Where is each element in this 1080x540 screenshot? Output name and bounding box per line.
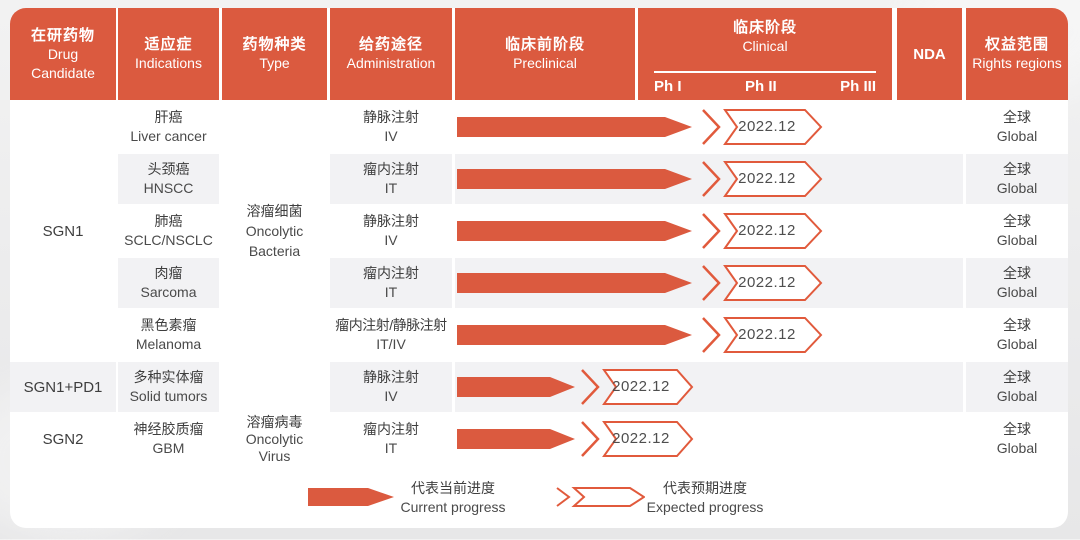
expected-chevron-icon	[702, 213, 721, 249]
phase-ph2: Ph II	[745, 78, 777, 95]
admin-cell: 静脉注射 IV	[363, 213, 419, 248]
expected-progress-banner	[723, 161, 823, 197]
expected-chevron-icon	[702, 109, 721, 145]
expected-chevron-icon	[702, 317, 721, 353]
drug-cell-sgn2: SGN2	[42, 430, 84, 448]
progress-track: 2022.12	[455, 310, 963, 360]
expected-chevron-icon	[581, 421, 600, 457]
header-type: 药物种类 Type	[222, 8, 327, 100]
legend-expected-progress-label: 代表预期进度 Expected progress	[646, 480, 764, 515]
expected-chevron-icon	[581, 369, 600, 405]
expected-progress-banner	[602, 421, 694, 457]
current-progress-arrow	[457, 325, 692, 345]
indication-cell: 神经胶质瘤 GBM	[133, 421, 204, 456]
expected-progress-banner	[723, 317, 823, 353]
expected-progress-banner	[602, 369, 694, 405]
admin-cell: 瘤内注射 IT	[330, 258, 452, 308]
progress-track: 2022.12	[455, 154, 963, 204]
expected-progress-banner	[723, 213, 823, 249]
phase-ph3: Ph III	[840, 78, 876, 95]
current-progress-arrow	[457, 429, 575, 449]
current-progress-arrow	[457, 273, 692, 293]
current-progress-arrow	[457, 117, 692, 137]
expected-date-label: 2022.12	[612, 378, 670, 395]
header-drug-en1: Drug	[47, 45, 79, 62]
drug-cell-sgn1-pd1: SGN1+PD1	[10, 362, 116, 412]
header-drug-en2: Candidate	[31, 64, 95, 81]
admin-cell: 瘤内注射 IT	[363, 421, 419, 456]
expected-progress-banner	[723, 109, 823, 145]
indication-cell: 多种实体瘤 Solid tumors	[118, 362, 219, 412]
progress-track: 2022.12	[455, 362, 963, 412]
header-drug-candidate: 在研药物 Drug Candidate	[10, 8, 116, 100]
expected-chevron-icon	[702, 161, 721, 197]
rights-cell: 全球 Global	[966, 258, 1068, 308]
current-progress-arrow	[457, 169, 692, 189]
progress-track: 2022.12	[455, 414, 963, 464]
indication-cell: 头颈癌 HNSCC	[118, 154, 219, 204]
legend-expected-progress-icon	[556, 487, 645, 507]
progress-track: 2022.12	[455, 102, 963, 152]
expected-date-label: 2022.12	[612, 430, 670, 447]
type-cell-oncolytic-virus: 溶瘤病毒 Oncolytic Virus	[245, 413, 304, 464]
expected-date-label: 2022.12	[738, 326, 796, 343]
header-preclinical: 临床前阶段 Preclinical	[455, 8, 635, 100]
admin-cell: 静脉注射 IV	[363, 109, 419, 144]
header-rights-regions: 权益范围 Rights regions	[966, 8, 1068, 100]
header-administration: 给药途径 Administration	[330, 8, 452, 100]
header-drug-zh: 在研药物	[30, 26, 95, 44]
expected-date-label: 2022.12	[738, 118, 796, 135]
current-progress-arrow	[457, 221, 692, 241]
type-cell-oncolytic-bacteria: 溶瘤细菌 Oncolytic Bacteria	[245, 203, 304, 259]
clinical-phase-labels: Ph I Ph II Ph III	[654, 78, 876, 95]
rights-cell: 全球 Global	[996, 213, 1038, 248]
admin-cell: 瘤内注射 IT	[330, 154, 452, 204]
expected-date-label: 2022.12	[738, 170, 796, 187]
current-progress-arrow	[457, 377, 575, 397]
rights-cell: 全球 Global	[966, 362, 1068, 412]
indication-cell: 肝癌 Liver cancer	[130, 109, 207, 144]
expected-date-label: 2022.12	[738, 274, 796, 291]
indication-cell: 肉瘤 Sarcoma	[118, 258, 219, 308]
header-clinical: 临床阶段 Clinical	[638, 8, 892, 100]
phase-ph1: Ph I	[654, 78, 682, 95]
rights-cell: 全球 Global	[996, 421, 1038, 456]
rights-cell: 全球 Global	[996, 317, 1038, 352]
expected-chevron-icon	[702, 265, 721, 301]
rights-cell: 全球 Global	[966, 154, 1068, 204]
admin-cell: 瘤内注射/静脉注射 IT/IV	[335, 317, 447, 352]
progress-track: 2022.12	[455, 258, 963, 308]
progress-track: 2022.12	[455, 206, 963, 256]
expected-progress-banner	[723, 265, 823, 301]
header-indications: 适应症 Indications	[118, 8, 219, 100]
admin-cell: 静脉注射 IV	[330, 362, 452, 412]
indication-cell: 黑色素瘤 Melanoma	[135, 317, 202, 352]
indication-cell: 肺癌 SCLC/NSCLC	[124, 213, 213, 248]
legend-current-progress-label: 代表当前进度 Current progress	[400, 480, 506, 515]
header-nda: NDA	[897, 8, 962, 100]
drug-cell-sgn1: SGN1	[42, 222, 84, 240]
legend-current-progress-icon	[308, 488, 394, 506]
expected-date-label: 2022.12	[738, 222, 796, 239]
clinical-header-divider	[654, 71, 876, 73]
rights-cell: 全球 Global	[996, 109, 1038, 144]
